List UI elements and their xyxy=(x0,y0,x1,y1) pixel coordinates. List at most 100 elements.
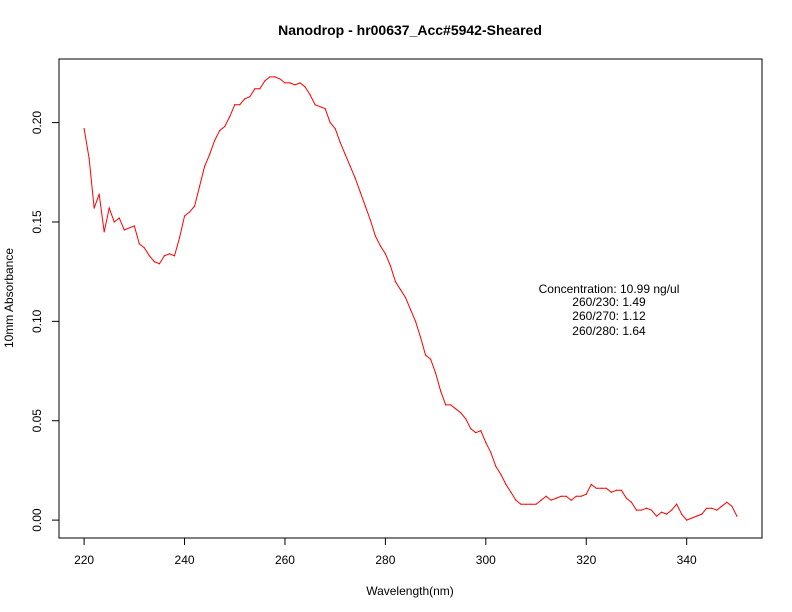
data-point-338 xyxy=(676,503,678,505)
data-point-308 xyxy=(525,503,527,505)
data-point-291 xyxy=(440,390,442,392)
data-point-350 xyxy=(736,515,738,517)
data-point-284 xyxy=(404,296,407,299)
data-point-264 xyxy=(304,86,306,88)
data-point-247 xyxy=(219,129,221,132)
data-point-324 xyxy=(605,487,607,489)
data-point-310 xyxy=(535,503,537,505)
data-point-223 xyxy=(98,193,100,195)
data-point-321 xyxy=(590,483,592,485)
data-point-230 xyxy=(133,225,135,227)
data-point-272 xyxy=(344,153,346,155)
data-point-280 xyxy=(384,253,386,255)
data-point-312 xyxy=(545,495,547,497)
data-point-298 xyxy=(475,432,477,434)
data-point-243 xyxy=(199,185,201,187)
chart-title: Nanodrop - hr00637_Acc#5942-Sheared xyxy=(278,22,542,38)
data-point-222 xyxy=(93,207,95,209)
data-point-337 xyxy=(671,509,673,511)
data-point-330 xyxy=(635,509,638,511)
data-point-314 xyxy=(555,497,557,499)
data-point-349 xyxy=(731,505,733,507)
data-point-301 xyxy=(490,451,492,454)
data-point-236 xyxy=(163,255,166,257)
y-axis-label: 10mm Absorbance xyxy=(2,248,16,348)
data-point-333 xyxy=(650,509,653,511)
data-point-336 xyxy=(665,513,668,515)
y-tick-label-0.10: 0.10 xyxy=(30,309,44,333)
data-point-283 xyxy=(399,288,402,291)
data-point-289 xyxy=(429,358,432,360)
data-point-259 xyxy=(279,78,281,80)
data-point-331 xyxy=(640,509,643,511)
data-point-296 xyxy=(465,418,467,420)
data-point-229 xyxy=(128,227,130,229)
data-point-251 xyxy=(239,104,241,106)
plot-area-border xyxy=(58,58,763,539)
x-axis-label: Wavelength(nm) xyxy=(366,584,454,598)
data-point-262 xyxy=(294,84,296,86)
data-point-231 xyxy=(138,243,140,245)
data-point-263 xyxy=(299,82,301,84)
y-tick-label-0.20: 0.20 xyxy=(30,111,44,135)
x-tick-label-300: 300 xyxy=(476,553,496,567)
x-tick-label-320: 320 xyxy=(576,553,596,567)
data-point-254 xyxy=(254,88,256,90)
data-point-348 xyxy=(726,501,728,503)
data-point-328 xyxy=(625,497,628,499)
data-point-332 xyxy=(645,507,648,509)
data-point-270 xyxy=(334,127,336,130)
data-point-220 xyxy=(83,127,85,130)
data-point-279 xyxy=(379,245,381,247)
data-point-299 xyxy=(480,430,482,432)
data-point-235 xyxy=(158,263,161,265)
data-point-293 xyxy=(450,404,452,406)
y-tick-label-0.15: 0.15 xyxy=(30,210,44,234)
data-point-307 xyxy=(520,503,522,505)
data-point-244 xyxy=(204,165,206,167)
data-point-257 xyxy=(269,76,271,78)
data-point-320 xyxy=(585,493,587,495)
data-point-267 xyxy=(319,106,321,108)
data-point-234 xyxy=(153,261,156,263)
data-point-232 xyxy=(143,247,145,249)
data-point-326 xyxy=(615,489,617,491)
x-tick-label-340: 340 xyxy=(677,553,697,567)
data-point-295 xyxy=(460,412,462,414)
data-point-287 xyxy=(419,336,422,338)
data-point-309 xyxy=(530,503,532,505)
data-point-304 xyxy=(505,483,507,485)
data-point-347 xyxy=(721,505,723,507)
data-point-233 xyxy=(148,255,150,257)
annotation-line-260-230: 260/230: 1.49 xyxy=(572,295,646,309)
data-point-282 xyxy=(394,281,397,283)
data-point-265 xyxy=(309,94,311,96)
data-point-245 xyxy=(209,153,211,155)
y-tick-label-0.05: 0.05 xyxy=(30,409,44,433)
data-point-277 xyxy=(369,219,371,221)
data-point-258 xyxy=(274,76,276,78)
data-point-290 xyxy=(435,372,437,374)
data-point-250 xyxy=(234,104,236,106)
data-point-322 xyxy=(595,487,597,489)
data-point-268 xyxy=(324,108,326,110)
data-point-303 xyxy=(500,473,502,475)
data-point-329 xyxy=(630,501,633,503)
data-point-318 xyxy=(575,495,577,497)
annotation-line-260-280: 260/280: 1.64 xyxy=(572,324,646,338)
data-point-313 xyxy=(550,499,552,501)
y-axis: 0.00 0.05 0.10 0.15 0.20 xyxy=(30,111,59,532)
data-point-248 xyxy=(224,125,226,128)
stats-annotation: Concentration: 10.99 ng/ul 260/230: 1.49… xyxy=(539,282,680,338)
data-point-281 xyxy=(389,265,392,267)
data-point-339 xyxy=(681,513,683,515)
data-point-226 xyxy=(113,221,115,223)
data-point-225 xyxy=(108,207,110,209)
data-point-317 xyxy=(570,499,572,501)
data-point-238 xyxy=(173,255,176,257)
x-tick-label-280: 280 xyxy=(375,553,395,567)
data-point-319 xyxy=(580,495,582,497)
data-point-306 xyxy=(515,499,517,501)
